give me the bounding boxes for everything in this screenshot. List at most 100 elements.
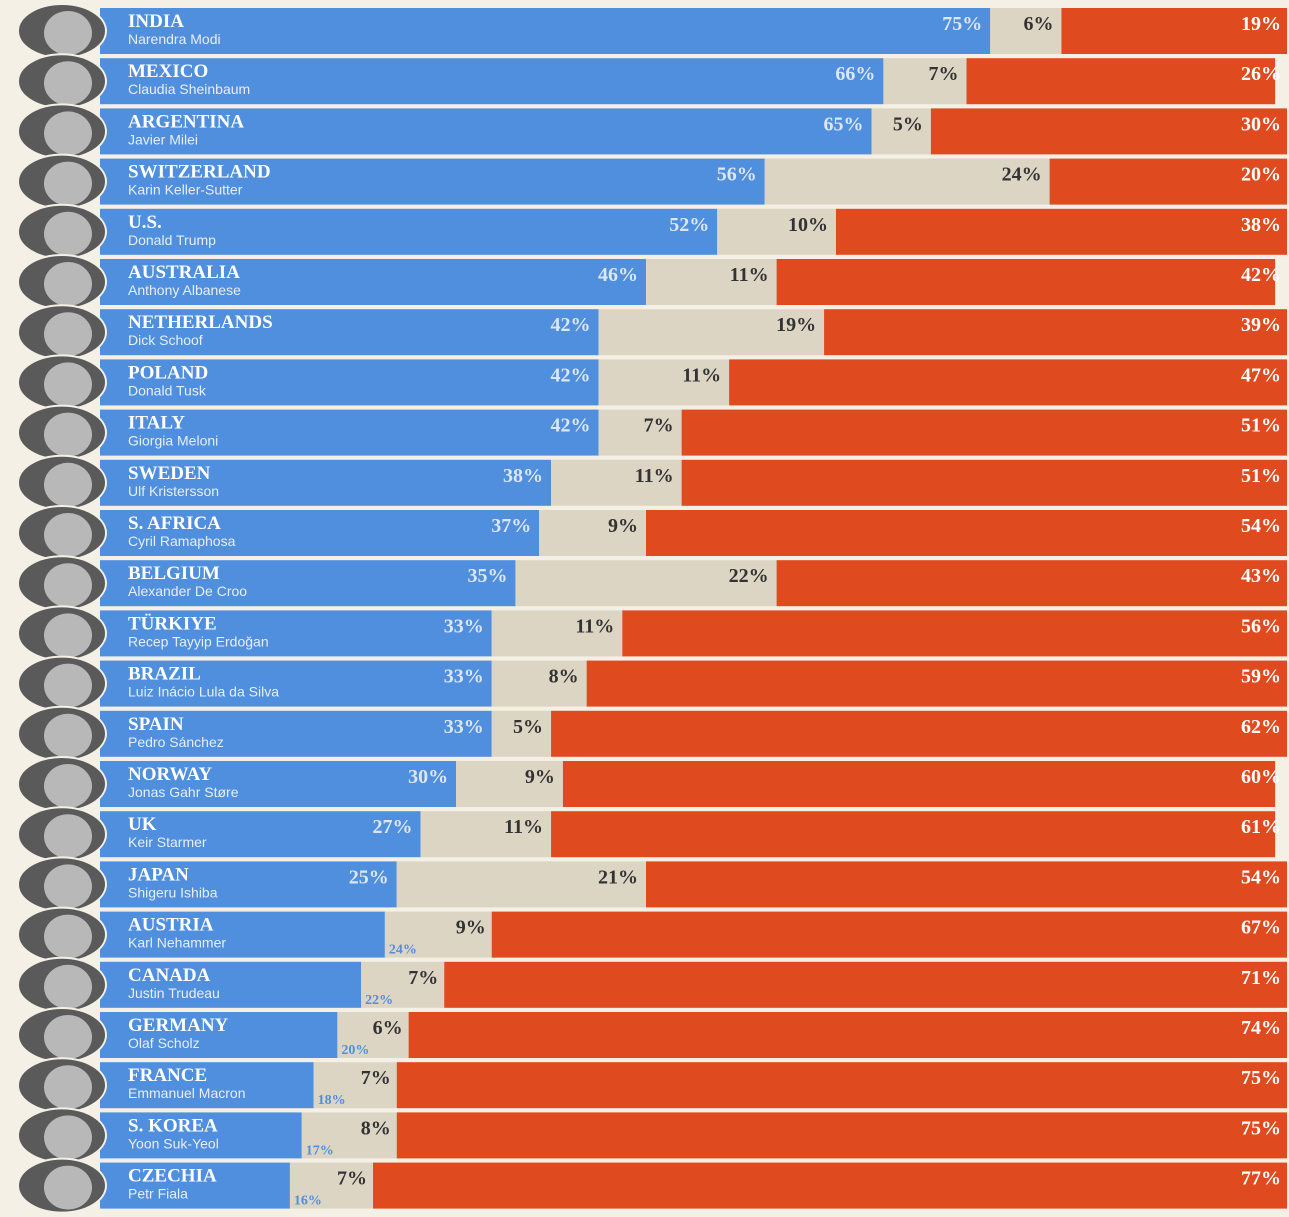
leader-name: Jonas Gahr Støre [128, 784, 239, 800]
value-label: 74% [1241, 1017, 1281, 1039]
leader-name: Dick Schoof [128, 332, 203, 348]
bar-segment [373, 1163, 1287, 1209]
portrait-face [44, 11, 92, 55]
value-label: 67% [1241, 917, 1281, 939]
value-label: 25% [349, 866, 389, 888]
bar-segment [836, 209, 1287, 255]
country-name: CANADA [128, 965, 211, 986]
country-name: AUSTRALIA [128, 262, 240, 283]
bar-segment [551, 711, 1287, 757]
value-label: 38% [503, 465, 543, 487]
leader-name: Yoon Suk-Yeol [128, 1135, 219, 1151]
value-label: 33% [444, 666, 484, 688]
leader-name: Giorgia Meloni [128, 433, 218, 449]
country-name: NETHERLANDS [128, 312, 273, 333]
value-label: 43% [1241, 565, 1281, 587]
leader-name: Anthony Albanese [128, 282, 241, 298]
bar-segment [729, 359, 1287, 405]
portrait-face [44, 764, 92, 808]
leader-name: Karl Nehammer [128, 935, 226, 951]
country-name: S. KOREA [128, 1115, 218, 1136]
value-label: 11% [504, 816, 543, 838]
leader-name: Narendra Modi [128, 31, 221, 47]
value-label: 6% [373, 1017, 403, 1039]
value-label: 20% [341, 1043, 369, 1058]
value-label: 65% [824, 113, 864, 135]
portrait-face [44, 664, 92, 708]
value-label: 33% [444, 615, 484, 637]
value-label: 8% [361, 1117, 391, 1139]
chart: INDIANarendra Modi75%6%19%MEXICOClaudia … [0, 0, 1289, 1217]
value-label: 17% [306, 1143, 334, 1158]
bar-segment [444, 962, 1287, 1008]
value-label: 11% [682, 364, 721, 386]
leader-name: Ulf Kristersson [128, 483, 219, 499]
value-label: 51% [1241, 465, 1281, 487]
portrait-face [44, 864, 92, 908]
portrait-face [44, 513, 92, 557]
portrait-face [44, 463, 92, 507]
portrait-face [44, 613, 92, 657]
leader-name: Olaf Scholz [128, 1035, 200, 1051]
value-label: 7% [361, 1067, 391, 1089]
country-name: AUSTRIA [128, 915, 214, 936]
leader-name: Donald Trump [128, 232, 216, 248]
value-label: 7% [644, 415, 674, 437]
value-label: 77% [1241, 1168, 1281, 1190]
country-name: GERMANY [128, 1015, 229, 1036]
country-name: UK [128, 814, 157, 835]
country-name: POLAND [128, 362, 208, 383]
value-label: 66% [835, 63, 875, 85]
country-name: BELGIUM [128, 563, 220, 584]
value-label: 47% [1241, 364, 1281, 386]
bar-segment [931, 108, 1287, 154]
value-label: 22% [729, 565, 769, 587]
value-label: 60% [1241, 766, 1281, 788]
value-label: 8% [549, 666, 579, 688]
value-label: 38% [1241, 214, 1281, 236]
leader-name: Javier Milei [128, 131, 198, 147]
value-label: 61% [1241, 816, 1281, 838]
leader-name: Petr Fiala [128, 1186, 188, 1202]
value-label: 11% [575, 615, 614, 637]
country-name: TÜRKIYE [128, 613, 217, 634]
country-name: MEXICO [128, 61, 208, 82]
country-name: JAPAN [128, 864, 189, 885]
country-name: SPAIN [128, 714, 184, 735]
leader-name: Shigeru Ishiba [128, 884, 218, 900]
bar-segment [492, 912, 1287, 958]
bar-segment [409, 1012, 1287, 1058]
portrait-face [44, 1065, 92, 1109]
value-label: 20% [1241, 164, 1281, 186]
value-label: 54% [1241, 866, 1281, 888]
value-label: 75% [1241, 1067, 1281, 1089]
leader-name: Keir Starmer [128, 834, 207, 850]
country-name: ITALY [128, 413, 185, 434]
bar-segment [622, 610, 1287, 656]
portrait-face [44, 1115, 92, 1159]
value-label: 75% [942, 13, 982, 35]
country-name: CZECHIA [128, 1166, 217, 1187]
bar-segment [100, 8, 990, 54]
portrait-face [44, 714, 92, 758]
value-label: 27% [372, 816, 412, 838]
bar-segment [682, 410, 1287, 456]
portrait-face [44, 212, 92, 256]
country-name: U.S. [128, 212, 162, 233]
value-label: 19% [776, 314, 816, 336]
value-label: 52% [669, 214, 709, 236]
bar-segment [646, 510, 1287, 556]
value-label: 5% [893, 113, 923, 135]
country-name: NORWAY [128, 764, 212, 785]
value-label: 11% [635, 465, 674, 487]
leader-name: Alexander De Croo [128, 583, 247, 599]
value-label: 19% [1241, 13, 1281, 35]
leader-name: Recep Tayyip Erdoğan [128, 633, 269, 649]
country-name: S. AFRICA [128, 513, 221, 534]
portrait-face [44, 111, 92, 155]
leader-name: Emmanuel Macron [128, 1085, 246, 1101]
bar-segment [397, 1062, 1287, 1108]
value-label: 21% [598, 866, 638, 888]
value-label: 5% [513, 716, 543, 738]
country-name: SWEDEN [128, 463, 211, 484]
